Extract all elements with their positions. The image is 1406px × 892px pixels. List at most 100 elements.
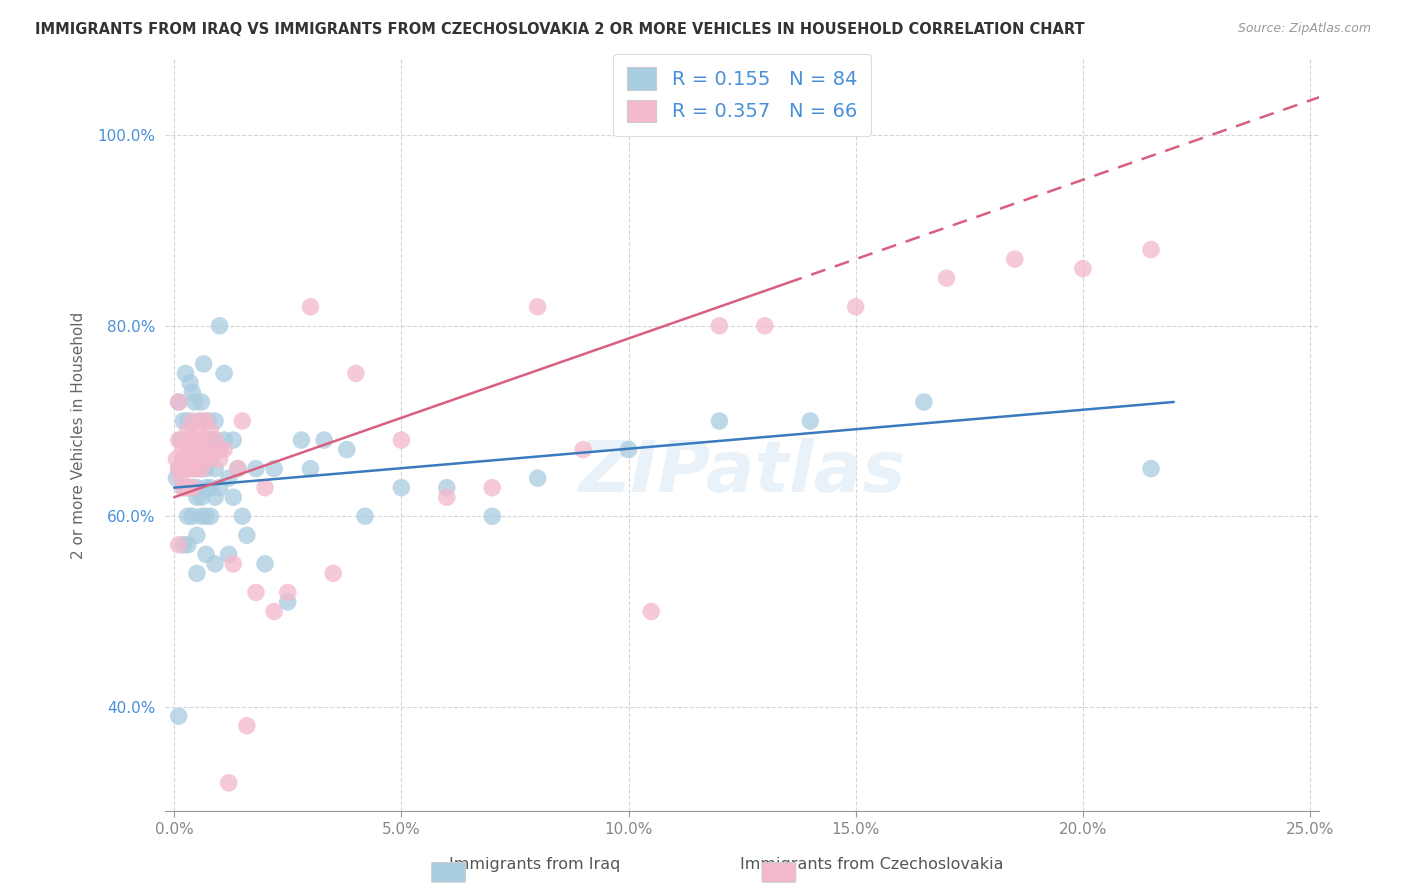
Point [912,395,935,409]
Point [208,452,231,467]
Point [200,424,222,438]
Point [190,461,212,475]
Point [208,318,231,333]
Point [172,461,194,475]
Point [172,481,194,495]
Point [194,433,217,447]
Point [208,442,231,457]
Point [218,547,240,561]
Point [200,509,222,524]
Point [245,585,267,599]
Point [177,481,200,495]
Point [236,528,259,542]
Point [174,367,197,381]
Point [204,414,226,428]
Point [177,414,200,428]
Point [572,442,595,457]
Point [186,461,208,475]
Point [290,433,312,447]
Point [177,424,200,438]
Point [186,442,208,457]
Point [167,538,190,552]
Point [222,433,245,447]
Point [190,414,212,428]
Point [181,509,204,524]
Point [204,461,226,475]
Point [197,414,219,428]
Point [190,395,212,409]
Point [218,471,240,485]
Point [231,414,253,428]
Point [167,461,190,475]
Point [254,481,277,495]
Text: IMMIGRANTS FROM IRAQ VS IMMIGRANTS FROM CZECHOSLOVAKIA 2 OR MORE VEHICLES IN HOU: IMMIGRANTS FROM IRAQ VS IMMIGRANTS FROM … [35,22,1085,37]
Point [277,585,299,599]
Point [186,424,208,438]
Point [799,414,821,428]
Point [177,509,200,524]
Point [336,442,359,457]
Point [183,433,205,447]
Point [186,452,208,467]
Point [183,395,205,409]
Point [617,442,640,457]
Point [170,471,193,485]
Point [200,452,222,467]
Point [181,385,204,400]
Point [177,452,200,467]
Text: Source: ZipAtlas.com: Source: ZipAtlas.com [1237,22,1371,36]
Point [1140,461,1163,475]
Point [322,566,344,581]
Point [181,442,204,457]
Point [165,471,187,485]
Point [389,433,412,447]
Point [181,442,204,457]
Point [194,461,217,475]
Point [186,442,208,457]
Point [188,414,211,428]
Point [1071,261,1094,276]
Point [212,442,235,457]
Point [436,490,458,504]
Text: Immigrants from Iraq: Immigrants from Iraq [449,857,620,872]
Point [177,433,200,447]
Point [181,433,204,447]
Point [709,414,731,428]
Point [208,442,231,457]
Point [194,414,217,428]
Point [167,395,190,409]
Point [314,433,336,447]
Point [526,300,548,314]
Point [190,442,212,457]
Point [172,452,194,467]
Point [254,557,277,571]
Point [190,433,212,447]
Point [174,433,197,447]
Point [263,461,285,475]
Point [172,414,194,428]
Point [344,367,367,381]
Point [845,300,868,314]
Point [194,509,217,524]
Point [204,490,226,504]
Point [194,547,217,561]
Point [186,490,208,504]
Point [188,433,211,447]
Point [190,461,212,475]
Point [181,414,204,428]
Point [481,481,503,495]
Point [201,433,224,447]
Point [754,318,776,333]
Point [190,452,212,467]
Point [181,433,204,447]
Point [193,357,215,371]
Point [640,605,662,619]
Point [245,461,267,475]
Point [277,595,299,609]
Point [1140,243,1163,257]
Point [167,433,190,447]
Y-axis label: 2 or more Vehicles in Household: 2 or more Vehicles in Household [72,311,86,559]
Point [263,605,285,619]
Text: ZIPatlas: ZIPatlas [578,438,905,508]
Legend: R = 0.155   N = 84, R = 0.357   N = 66: R = 0.155 N = 84, R = 0.357 N = 66 [613,54,870,136]
